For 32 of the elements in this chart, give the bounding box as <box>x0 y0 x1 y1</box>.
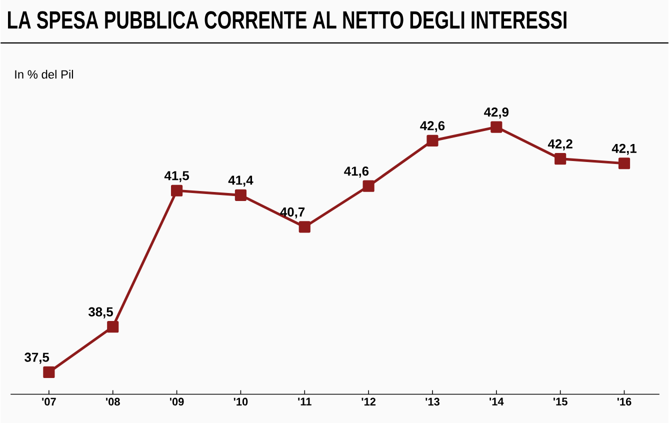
point <box>43 366 55 378</box>
x-tick-label: '10 <box>234 398 248 406</box>
data-label: 42,9 <box>484 107 509 118</box>
data-label: 42,6 <box>420 121 445 132</box>
point <box>234 189 247 201</box>
data-label: 37,5 <box>24 352 50 364</box>
x-tick-label: '11 <box>298 398 312 406</box>
data-label: 41,4 <box>228 176 254 187</box>
x-tick-label: '08 <box>106 398 120 406</box>
data-label: 38,5 <box>88 307 113 318</box>
point <box>171 184 183 196</box>
point <box>618 157 630 170</box>
point <box>362 180 374 192</box>
point <box>107 320 119 333</box>
x-tick-label: '15 <box>554 398 568 406</box>
point <box>490 121 502 133</box>
x-tick-label: '07 <box>42 398 56 406</box>
x-tick-label: '12 <box>362 398 376 406</box>
x-tick-label: '14 <box>490 398 504 406</box>
point <box>426 134 438 146</box>
y-axis-title: In % del Pil <box>15 70 73 79</box>
point <box>554 152 566 165</box>
chart-title: LA SPESA PUBBLICA CORRENTE AL NETTO DEGLI INTERESSI <box>8 11 566 29</box>
data-label: 40,7 <box>280 207 305 218</box>
data-label: 41,6 <box>344 166 369 178</box>
data-label: 42,1 <box>612 144 636 155</box>
point <box>298 221 310 233</box>
x-tick-label: '13 <box>426 398 440 406</box>
data-label: 42,2 <box>548 139 572 150</box>
x-tick-label: '09 <box>170 398 184 406</box>
x-tick-label: '16 <box>617 398 632 406</box>
data-label: 41,5 <box>164 171 190 182</box>
